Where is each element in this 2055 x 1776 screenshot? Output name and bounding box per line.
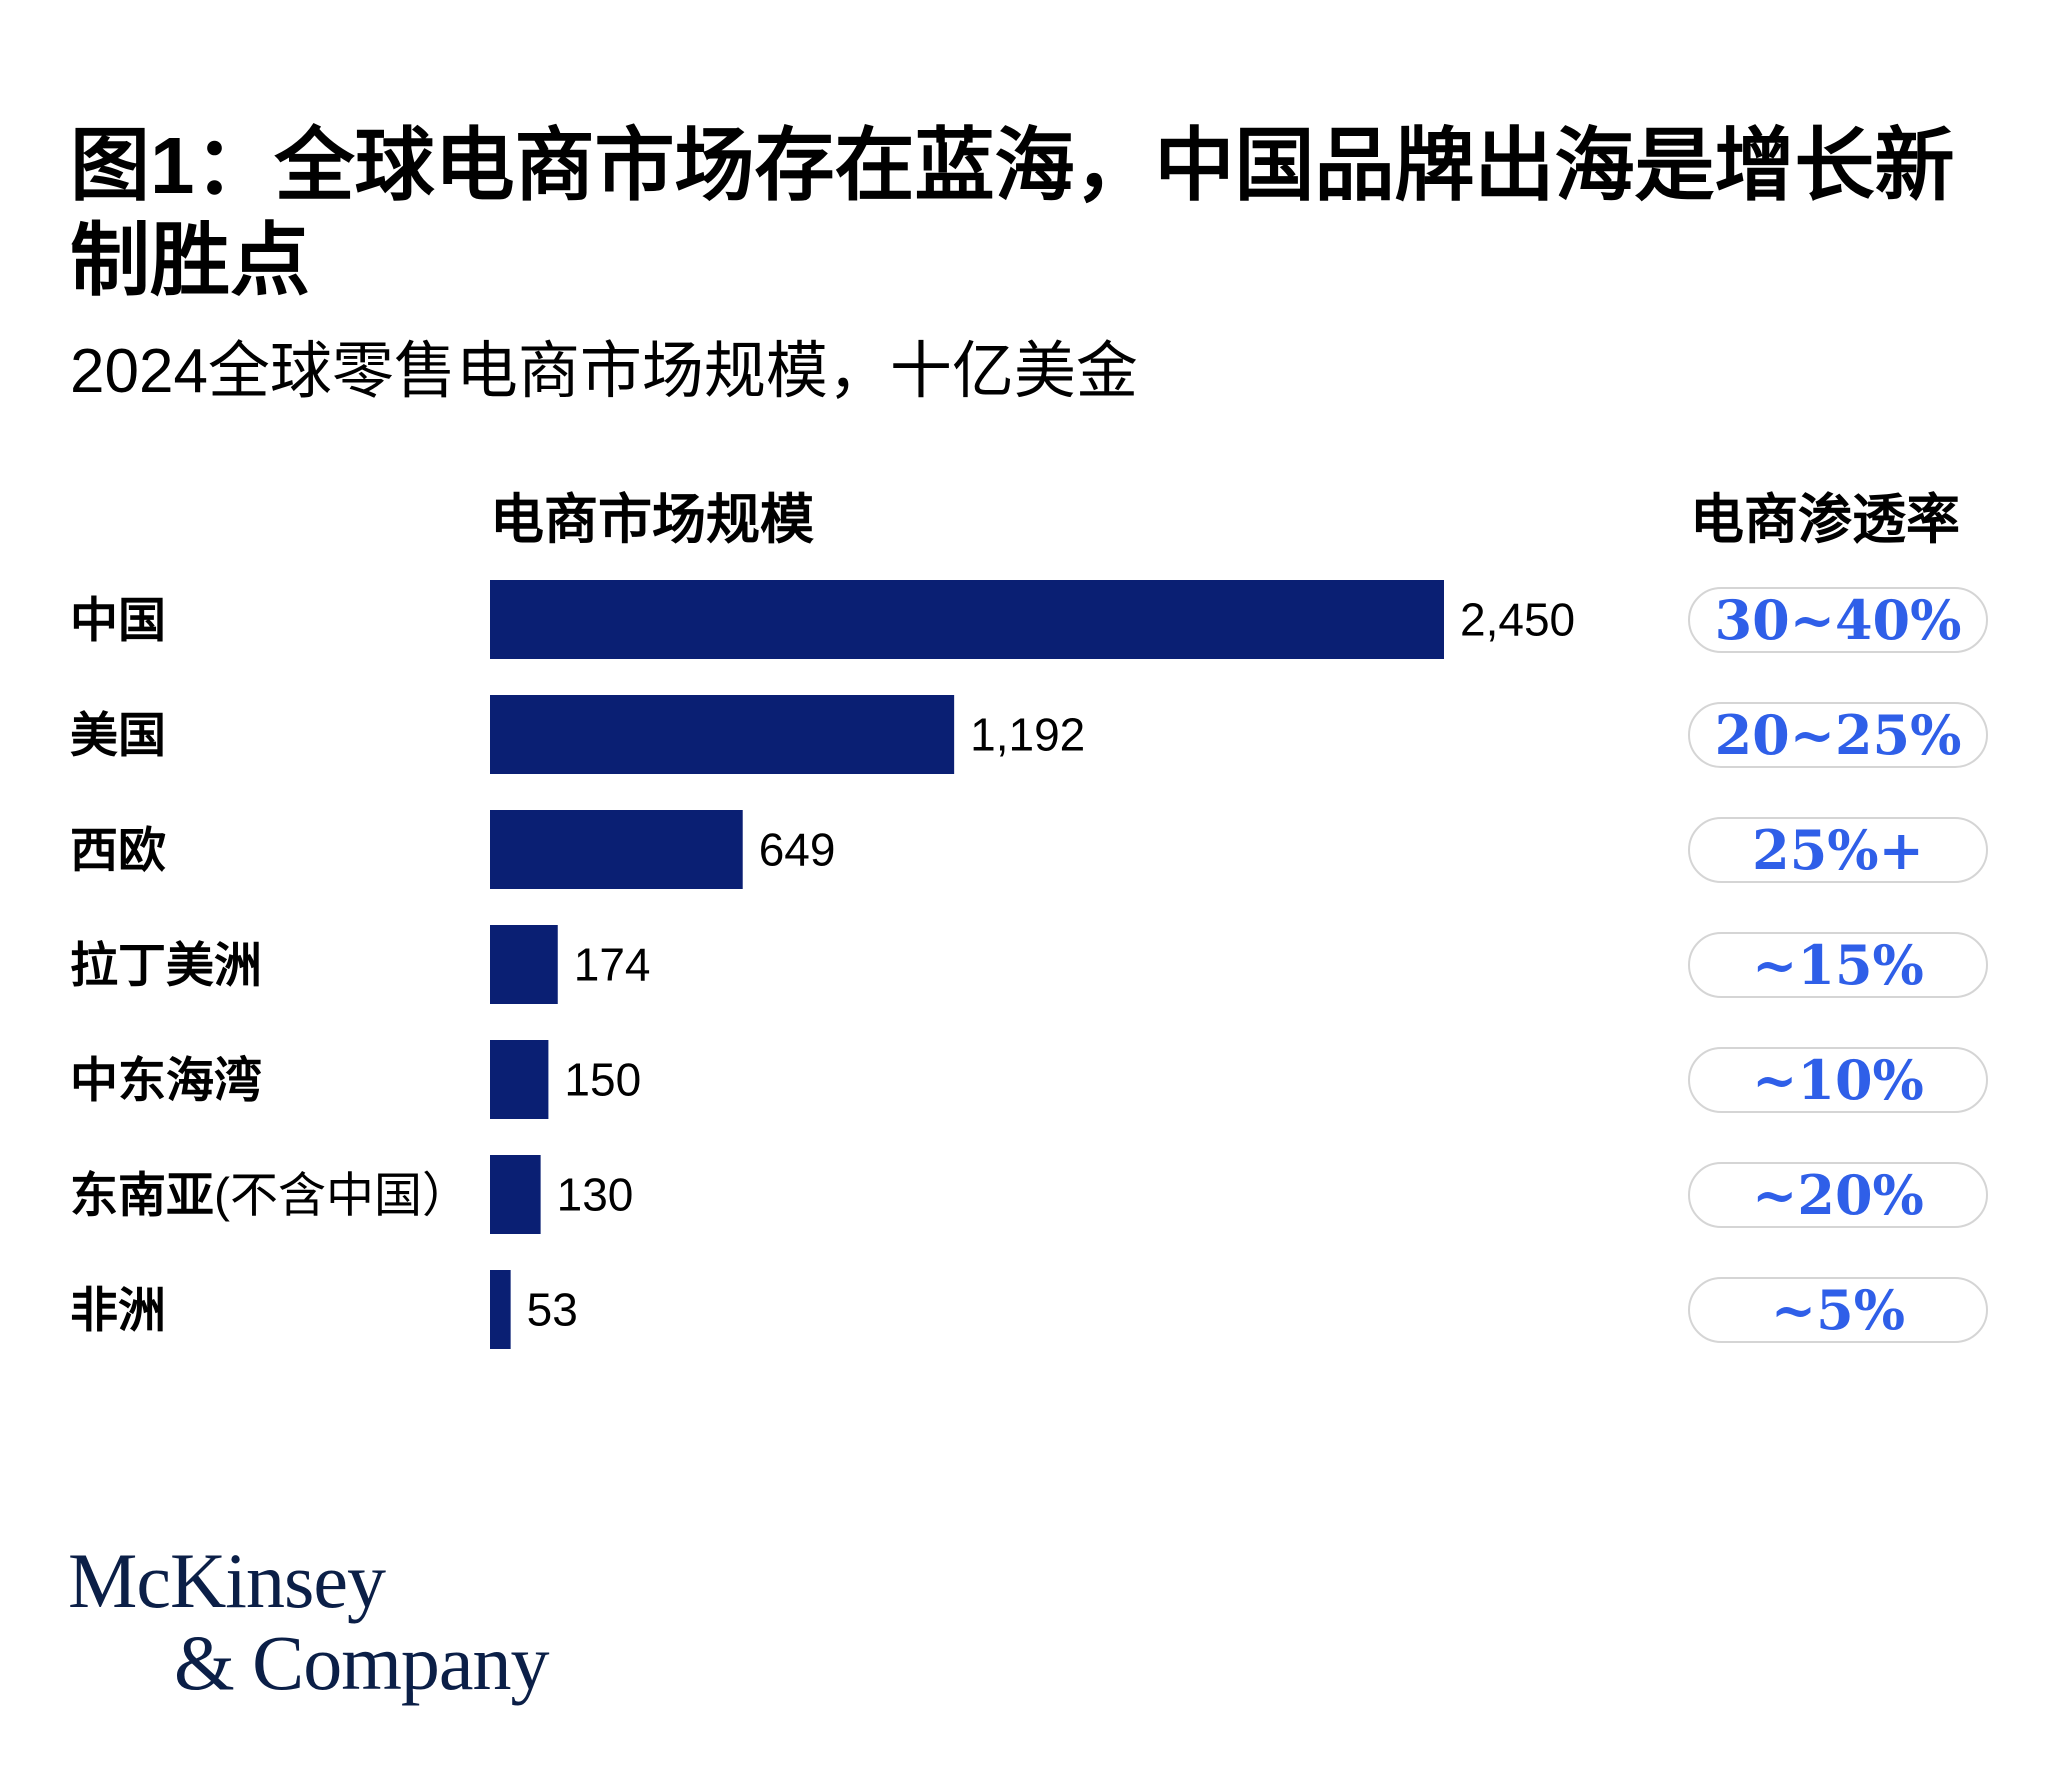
category-label: 东南亚(不含中国） [70, 1170, 470, 1223]
penetration-pill: ~10% [1688, 1046, 1988, 1113]
bar [490, 1040, 549, 1119]
category-label: 拉丁美洲 [70, 940, 262, 993]
bar [490, 925, 558, 1004]
data-label: 2,450 [1460, 594, 1575, 646]
data-label: 174 [574, 939, 651, 991]
penetration-pill: 30~40% [1688, 586, 1988, 653]
data-label: 649 [759, 824, 836, 876]
bar [490, 695, 955, 774]
data-label: 1,192 [970, 709, 1085, 761]
data-label: 53 [527, 1284, 578, 1336]
bar [490, 580, 1444, 659]
penetration-pill: 20~25% [1688, 701, 1988, 768]
penetration-pill: ~5% [1688, 1276, 1988, 1343]
mckinsey-logo: McKinsey & Company [68, 1540, 549, 1704]
bar [490, 1270, 511, 1349]
data-label: 150 [564, 1054, 641, 1106]
bar [490, 810, 743, 889]
penetration-pill: 25%+ [1688, 816, 1988, 883]
penetration-column-header: 电商渗透率 [1690, 490, 1960, 550]
category-label: 中东海湾 [70, 1055, 262, 1108]
data-label: 130 [557, 1169, 634, 1221]
logo-line-2: & Company [174, 1619, 549, 1706]
penetration-pill: ~20% [1688, 1161, 1988, 1228]
logo-line-1: McKinsey [68, 1537, 386, 1624]
market-size-column-header: 电商市场规模 [490, 490, 814, 550]
penetration-pill: ~15% [1688, 931, 1988, 998]
bar [490, 1155, 541, 1234]
chart-subtitle: 2024全球零售电商市场规模，十亿美金 [70, 337, 1138, 406]
category-label: 中国 [70, 595, 166, 648]
chart-title: 图1：全球电商市场存在蓝海，中国品牌出海是增长新制胜点 [70, 121, 1955, 305]
category-label: 美国 [70, 710, 166, 763]
category-label: 西欧 [70, 825, 166, 878]
category-label: 非洲 [70, 1285, 166, 1338]
